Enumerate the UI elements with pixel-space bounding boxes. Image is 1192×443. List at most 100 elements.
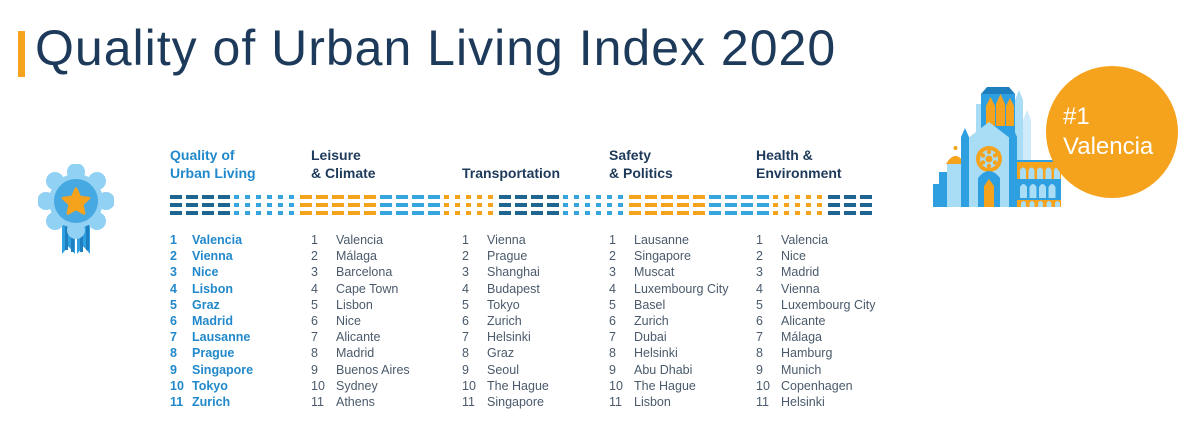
ranking-row: 5 Basel	[609, 297, 756, 313]
rank-number: 8	[170, 346, 177, 361]
divider-dash	[741, 195, 753, 215]
divider-dash	[300, 195, 312, 215]
city-name: The Hague	[487, 378, 549, 393]
divider-dash	[677, 195, 689, 215]
city-name: Hamburg	[781, 346, 833, 361]
city-name: Prague	[487, 249, 528, 264]
city-name: Lausanne	[634, 233, 689, 248]
rank-number: 3	[170, 265, 177, 280]
rank-number: 8	[311, 346, 318, 361]
city-name: Madrid	[192, 314, 233, 329]
rank-number: 5	[609, 297, 616, 312]
ranking-row: 8 Helsinki	[609, 345, 756, 361]
city-name: Abu Dhabi	[634, 362, 693, 377]
rank-number: 2	[462, 249, 469, 264]
rank-number: 4	[756, 281, 763, 296]
ranking-row: 2 Nice	[756, 248, 882, 264]
rank-number: 2	[311, 249, 318, 264]
divider-dash	[709, 195, 721, 215]
rank-number: 8	[756, 346, 763, 361]
city-name: Nice	[336, 314, 362, 329]
ranking-row: 6 Madrid	[170, 313, 311, 329]
divider-dash	[412, 195, 424, 215]
ranking-row: 3 Shanghai	[462, 264, 609, 280]
cathedral-illustration	[933, 82, 1061, 212]
ranking-row: 10 Tokyo	[170, 378, 311, 394]
ranking-row: 11 Zurich	[170, 394, 311, 410]
ranking-row: 7 Dubai	[609, 329, 756, 345]
divider-dash	[629, 195, 641, 215]
ranking-list-health-environment: 1 Valencia 2 Nice 3 Madrid 4 Vienna 5 Luxembourg …	[756, 232, 882, 410]
divider-dash	[693, 195, 705, 215]
rank-number: 2	[609, 249, 616, 264]
rankings-table: Quality of Urban Living Leisure & Climate…	[170, 147, 882, 410]
rank-number: 11	[609, 394, 622, 409]
city-name: Lisbon	[336, 297, 373, 312]
page-title: Quality of Urban Living Index 2020	[35, 20, 837, 76]
divider-dash	[218, 195, 230, 215]
ranking-row: 11 Helsinki	[756, 394, 882, 410]
rank-number: 7	[756, 330, 763, 345]
ranking-row: 3 Muscat	[609, 264, 756, 280]
ranking-row: 9 Buenos Aires	[311, 362, 462, 378]
divider-dash	[348, 195, 360, 215]
ranking-row: 7 Málaga	[756, 329, 882, 345]
ranking-row: 1 Valencia	[311, 232, 462, 248]
divider-dash	[396, 195, 408, 215]
rank-number: 11	[311, 394, 324, 409]
ranking-row: 7 Lausanne	[170, 329, 311, 345]
city-name: Valencia	[781, 233, 829, 248]
divider-dash	[170, 195, 182, 215]
rank-number: 6	[462, 314, 469, 329]
divider-dot	[773, 195, 778, 215]
ranking-row: 9 Seoul	[462, 362, 609, 378]
rank-number: 8	[609, 346, 616, 361]
city-name: Helsinki	[634, 346, 678, 361]
divider-dot	[618, 195, 623, 215]
ranking-row: 1 Lausanne	[609, 232, 756, 248]
ranking-lists: 1 Valencia 2 Vienna 3 Nice 4 Lisbon 5 Graz 6 Madrid…	[170, 232, 882, 410]
ranking-row: 6 Zurich	[609, 313, 756, 329]
city-name: Zurich	[487, 314, 522, 329]
city-name: Singapore	[192, 362, 254, 377]
ranking-row: 5 Luxembourg City	[756, 297, 882, 313]
rank-number: 2	[170, 249, 177, 264]
column-header-quality-of-urban-living: Quality of Urban Living	[170, 147, 256, 181]
divider-dash	[828, 195, 840, 215]
city-name: The Hague	[634, 378, 696, 393]
divider-dot	[596, 195, 601, 215]
rank-number: 7	[170, 330, 177, 345]
ranking-row: 5 Graz	[170, 297, 311, 313]
divider-dash	[515, 195, 527, 215]
city-name: Zurich	[192, 394, 231, 409]
divider-dot	[817, 195, 822, 215]
rank-number: 3	[311, 265, 318, 280]
rank-number: 6	[170, 314, 177, 329]
award-rosette-icon	[37, 163, 115, 265]
city-name: Dubai	[634, 330, 667, 345]
divider-dot	[278, 195, 283, 215]
ranking-row: 4 Budapest	[462, 281, 609, 297]
city-name: Alicante	[781, 314, 826, 329]
rank-number: 1	[311, 233, 318, 248]
divider-dot	[607, 195, 612, 215]
rank-number: 1	[756, 233, 763, 248]
divider-dash	[364, 195, 376, 215]
city-name: Nice	[192, 265, 219, 280]
divider-dash	[531, 195, 543, 215]
city-name: Luxembourg City	[781, 297, 876, 312]
divider-dash	[844, 195, 856, 215]
ranking-row: 11 Singapore	[462, 394, 609, 410]
city-name: Graz	[487, 346, 515, 361]
ranking-list-quality-of-urban-living: 1 Valencia 2 Vienna 3 Nice 4 Lisbon 5 Graz 6 Madrid…	[170, 232, 311, 410]
rank-number: 6	[311, 314, 318, 329]
header: Quality of Urban Living Index 2020	[18, 22, 836, 77]
ranking-row: 2 Singapore	[609, 248, 756, 264]
divider-dot	[289, 195, 294, 215]
city-name: Basel	[634, 297, 666, 312]
city-name: Helsinki	[487, 330, 531, 345]
city-name: Prague	[192, 346, 235, 361]
city-name: Tokyo	[487, 297, 520, 312]
city-name: Luxembourg City	[634, 281, 729, 296]
